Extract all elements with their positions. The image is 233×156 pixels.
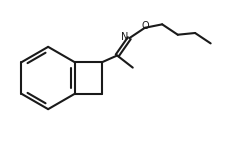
Text: O: O	[142, 21, 150, 31]
Text: N: N	[121, 32, 129, 42]
